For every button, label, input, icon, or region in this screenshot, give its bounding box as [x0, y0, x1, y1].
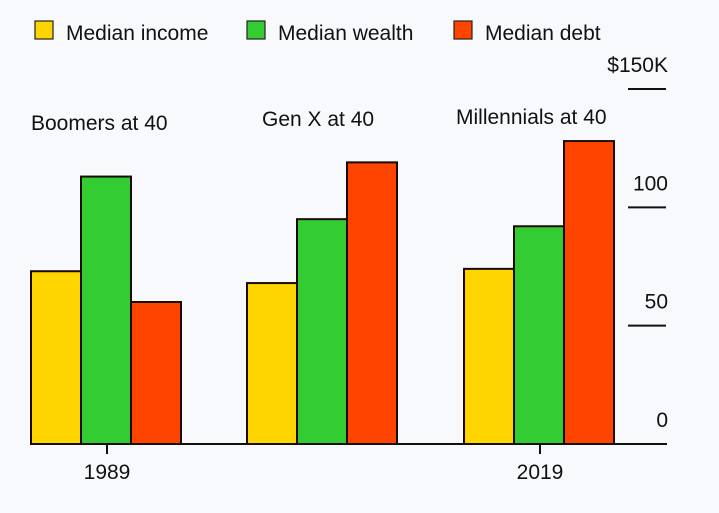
bar-median-income	[246, 282, 298, 446]
legend-label: Median wealth	[278, 22, 413, 45]
legend-label: Median income	[66, 22, 208, 45]
x-axis: 1989 2019	[31, 443, 667, 484]
legend-swatch	[453, 20, 473, 40]
legend: Median income Median wealth Median debt	[34, 20, 601, 45]
y-tick-label: 0	[656, 409, 668, 432]
group-label: Gen X at 40	[262, 108, 374, 131]
group-label: Boomers at 40	[31, 112, 168, 135]
bar-median-debt	[563, 140, 615, 445]
bar-median-income	[463, 267, 515, 445]
legend-swatch	[34, 20, 54, 40]
x-tick-label: 2019	[517, 461, 564, 484]
bar-median-wealth	[296, 218, 348, 445]
y-tick-label: 100	[633, 172, 668, 195]
group-label: Millennials at 40	[456, 106, 607, 129]
legend-label: Median debt	[485, 22, 601, 45]
bar-median-debt	[130, 301, 182, 445]
bars	[30, 140, 615, 446]
y-axis: 0 50 100 $150K	[607, 54, 668, 432]
bar-median-income	[30, 270, 82, 445]
bar-median-wealth	[80, 175, 132, 445]
bar-median-debt	[346, 161, 398, 445]
y-tick-label: 50	[645, 291, 668, 314]
legend-swatch	[246, 20, 266, 40]
x-tick-label: 1989	[84, 461, 131, 484]
y-tick-label: $150K	[607, 54, 668, 77]
group-labels: Boomers at 40 Gen X at 40 Millennials at 4…	[31, 106, 607, 135]
bar-median-wealth	[513, 225, 565, 445]
